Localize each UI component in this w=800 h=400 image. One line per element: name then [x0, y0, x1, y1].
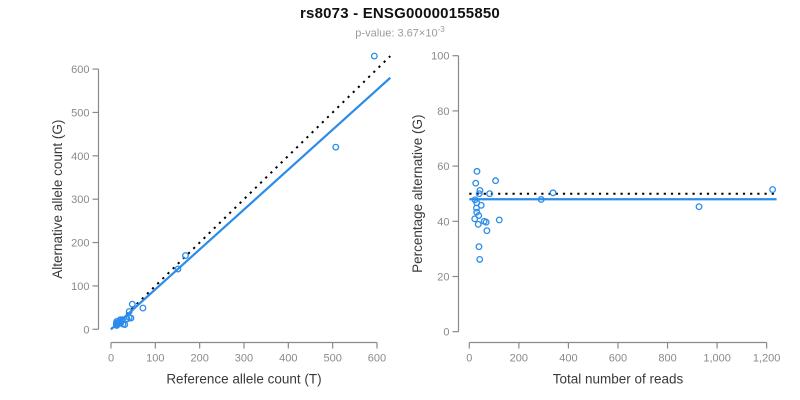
data-point: [476, 186, 484, 194]
x-tick-label: 600: [609, 353, 627, 365]
y-tick-label: 0: [443, 327, 449, 339]
x-tick-label: 200: [510, 353, 528, 365]
x-tick-label: 400: [559, 353, 577, 365]
data-point: [127, 314, 135, 322]
y-tick-label: 300: [71, 194, 89, 206]
y-axis-title: Percentage alternative (G): [410, 115, 425, 273]
data-point: [475, 243, 483, 251]
y-tick-label: 100: [431, 51, 449, 63]
x-tick-label: 200: [190, 353, 208, 365]
data-point: [475, 212, 483, 219]
x-axis-title: Total number of reads: [553, 372, 684, 387]
data-point: [474, 220, 482, 228]
y-tick-label: 100: [71, 281, 89, 293]
data-point: [472, 179, 480, 187]
x-tick-label: 0: [466, 353, 472, 365]
data-point: [174, 265, 182, 273]
data-point: [769, 186, 777, 194]
x-tick-label: 800: [658, 353, 676, 365]
x-tick-label: 1,200: [753, 353, 781, 365]
data-point: [482, 218, 490, 226]
data-point: [492, 177, 500, 185]
y-tick-label: 40: [437, 216, 449, 228]
figure-subtitle: p-value: 3.67×10-3: [0, 25, 800, 40]
figure-title: rs8073 - ENSG00000155850: [300, 5, 500, 22]
y-tick-label: 60: [437, 161, 449, 173]
y-tick-label: 400: [71, 151, 89, 163]
x-tick-label: 0: [108, 353, 114, 365]
y-tick-label: 500: [71, 107, 89, 119]
fit-line: [110, 76, 392, 331]
data-point: [476, 255, 484, 263]
y-tick-label: 20: [437, 272, 449, 284]
x-tick-label: 400: [279, 353, 297, 365]
data-point: [473, 204, 480, 212]
data-point: [121, 321, 129, 328]
y-axis-title: Alternative allele count (G): [50, 120, 65, 279]
y-tick-label: 80: [437, 106, 449, 118]
data-point: [475, 190, 483, 198]
pvalue-text: p-value: 3.67×10: [355, 27, 438, 40]
data-point: [537, 196, 545, 203]
data-point: [139, 304, 147, 312]
x-tick-label: 100: [146, 353, 164, 365]
data-point: [182, 252, 189, 260]
x-axis-title: Reference allele count (T): [166, 372, 321, 387]
data-point: [471, 215, 479, 223]
y-tick-label: 600: [71, 64, 89, 76]
data-point: [370, 52, 378, 60]
data-point: [473, 167, 481, 175]
data-point: [483, 227, 491, 235]
y-tick-label: 200: [71, 238, 89, 250]
data-point: [695, 203, 703, 211]
x-tick-label: 600: [368, 353, 386, 365]
data-point: [128, 300, 136, 308]
y-tick-label: 0: [83, 324, 89, 336]
data-point: [495, 216, 503, 224]
x-tick-label: 1,000: [703, 353, 731, 365]
data-point: [486, 190, 494, 198]
x-tick-label: 300: [235, 353, 253, 365]
x-tick-label: 500: [323, 353, 341, 365]
pvalue-exponent: -3: [437, 25, 445, 34]
identity-line: [110, 55, 391, 331]
data-point: [332, 143, 340, 151]
data-point: [549, 189, 557, 197]
